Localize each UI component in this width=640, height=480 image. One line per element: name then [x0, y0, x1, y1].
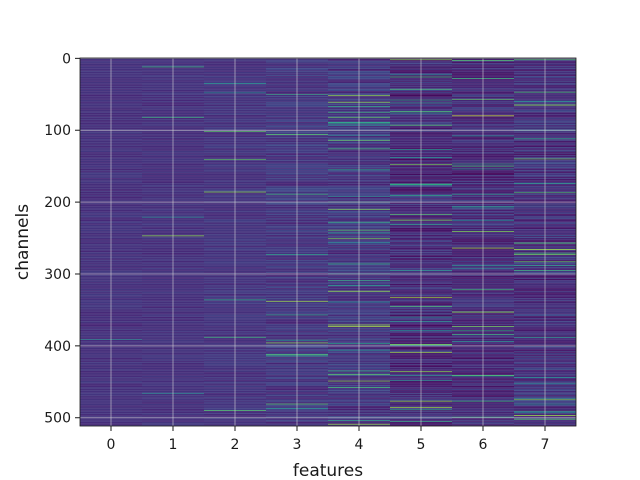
x-tick-label: 1 [169, 437, 178, 453]
x-tick-label: 7 [541, 437, 550, 453]
x-tick-label: 0 [107, 437, 116, 453]
x-axis-ticks: 0 1 2 3 4 5 6 7 [107, 426, 550, 453]
y-tick-label: 500 [44, 411, 71, 427]
grid-lines [80, 57, 576, 426]
y-tick-label: 100 [44, 123, 71, 139]
y-axis-title: channels [13, 204, 33, 280]
y-tick-label: 200 [44, 195, 71, 211]
heatmap-cells [80, 58, 576, 427]
x-axis-title: features [293, 461, 363, 480]
plot-frame [79, 57, 577, 427]
y-tick-label: 0 [62, 51, 71, 67]
y-tick-label: 300 [44, 267, 71, 283]
x-tick-label: 5 [417, 437, 426, 453]
x-tick-label: 2 [231, 437, 240, 453]
x-tick-label: 3 [293, 437, 302, 453]
x-tick-label: 6 [479, 437, 488, 453]
x-tick-label: 4 [355, 437, 364, 453]
y-tick-label: 400 [44, 339, 71, 355]
y-axis-ticks: 0 100 200 300 400 500 [44, 51, 80, 427]
